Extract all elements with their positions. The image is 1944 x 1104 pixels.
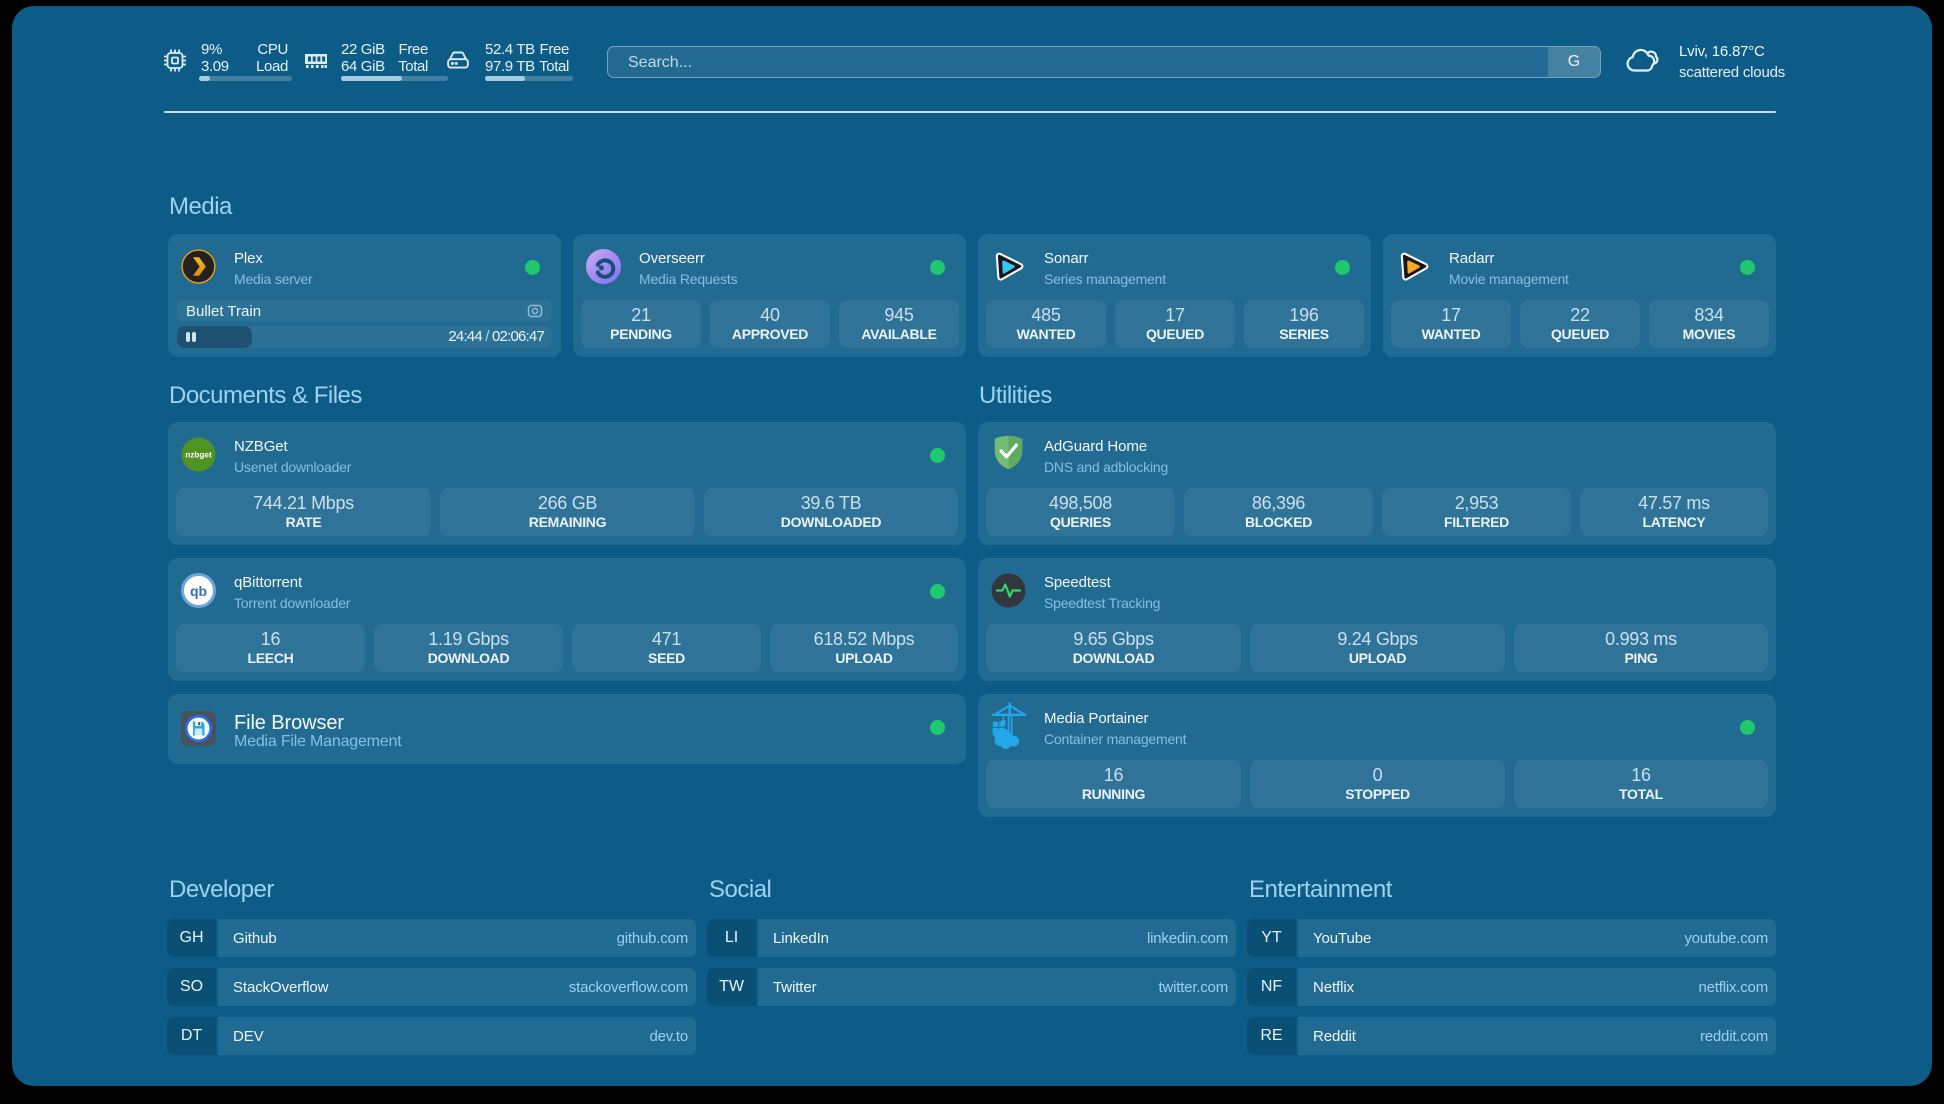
svg-text:qb: qb	[190, 583, 207, 599]
svg-text:nzbget: nzbget	[185, 451, 212, 460]
